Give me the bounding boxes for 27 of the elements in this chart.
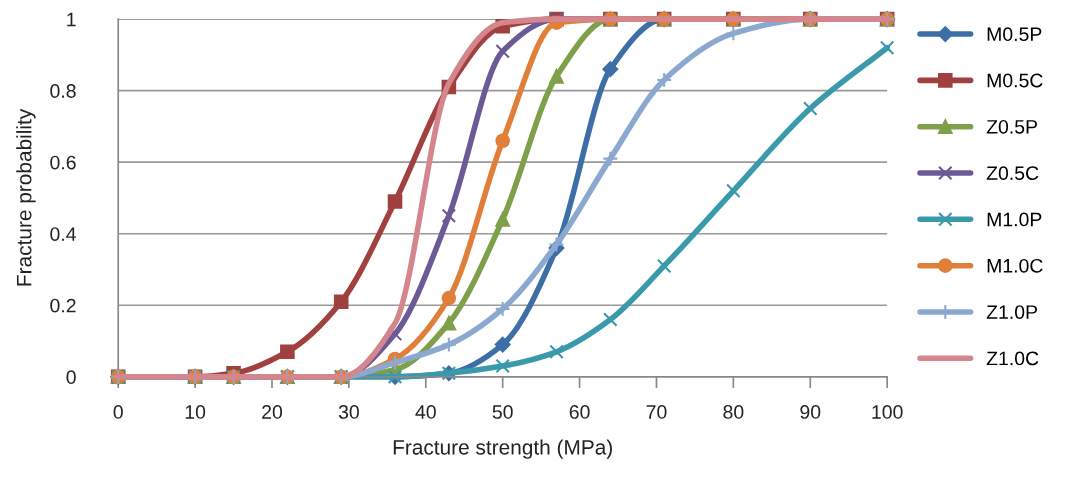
legend-label: Z0.5C bbox=[986, 166, 1039, 181]
x-tick-label: 70 bbox=[646, 405, 667, 419]
x-tick-label: 30 bbox=[338, 405, 359, 419]
y-tick-label: 0.4 bbox=[50, 227, 76, 241]
legend-label: Z1.0P bbox=[986, 305, 1037, 319]
y-tick-label: 0.8 bbox=[50, 84, 76, 98]
x-tick-label: 50 bbox=[492, 405, 513, 419]
x-axis-title: Fracture strength (MPa) bbox=[393, 439, 612, 459]
x-tick-label: 100 bbox=[872, 405, 903, 419]
legend-label: Z0.5P bbox=[986, 119, 1037, 134]
legend-label: M0.5P bbox=[987, 27, 1042, 42]
x-tick-label: 0 bbox=[113, 405, 123, 419]
x-tick-label: 80 bbox=[723, 405, 744, 419]
y-tick-label: 1 bbox=[67, 12, 76, 27]
x-tick-label: 90 bbox=[800, 405, 821, 419]
x-tick-label: 10 bbox=[185, 405, 206, 419]
y-axis-title: Fracture probability bbox=[16, 108, 36, 286]
legend-label: M0.5C bbox=[987, 73, 1043, 88]
y-tick-label: 0.2 bbox=[50, 298, 76, 313]
legend-label: M1.0C bbox=[987, 258, 1043, 273]
legend-label: M1.0P bbox=[987, 212, 1042, 227]
x-tick-label: 20 bbox=[262, 405, 283, 419]
y-tick-label: 0.6 bbox=[50, 155, 76, 170]
x-tick-label: 40 bbox=[415, 405, 436, 419]
y-tick-label: 0 bbox=[66, 370, 76, 385]
x-tick-label: 60 bbox=[569, 405, 590, 419]
legend-label: Z1.0C bbox=[986, 351, 1039, 366]
